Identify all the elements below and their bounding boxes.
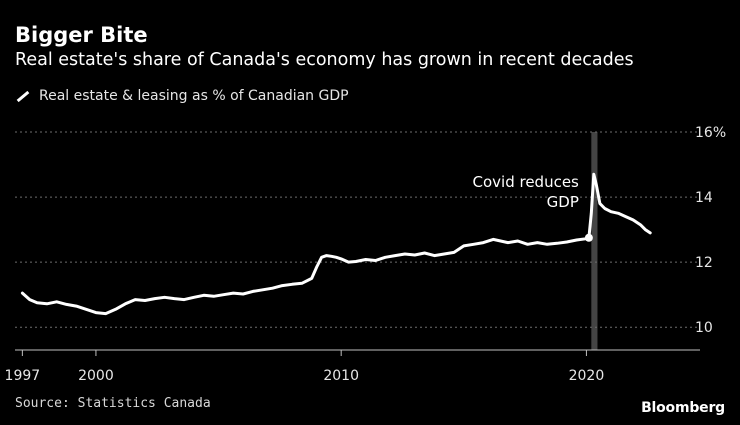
chart-title: Bigger Bite [15,23,148,47]
bloomberg-logo: Bloomberg [641,400,725,416]
y-tick-label: 10 [695,320,713,336]
y-tick-label: 12 [695,255,713,271]
x-tick-label: 1997 [5,368,41,384]
annotation-marker [584,233,593,242]
covid-shaded-band [591,132,598,350]
legend: Real estate & leasing as % of Canadian G… [15,86,349,106]
annotation-label: GDP [547,193,579,211]
chart-subtitle: Real estate's share of Canada's economy … [15,50,634,70]
y-tick-label: 16% [695,125,726,141]
legend-label: Real estate & leasing as % of Canadian G… [39,88,349,104]
x-tick-label: 2020 [569,368,605,384]
y-tick-label: 14 [695,190,713,206]
source-note: Source: Statistics Canada [15,396,211,411]
x-tick-label: 2000 [78,368,114,384]
annotation-label: Covid reduces [473,173,580,191]
x-tick-label: 2010 [323,368,359,384]
